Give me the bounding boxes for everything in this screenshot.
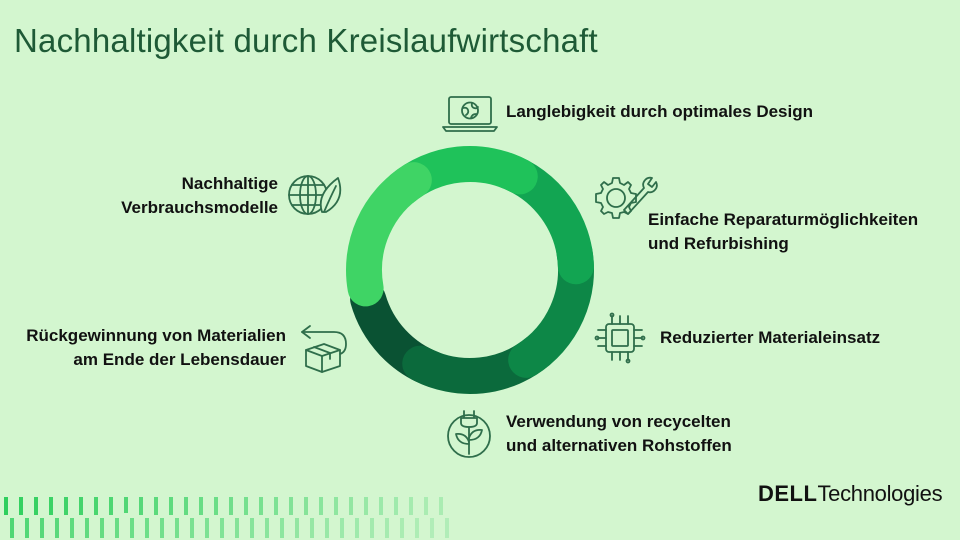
stripe: [124, 497, 128, 513]
label-repair: Einfache Reparaturmöglichkeiten und Refu…: [648, 210, 919, 253]
stripe: [370, 518, 374, 538]
circular-economy-ring: [346, 146, 594, 394]
stripe: [169, 497, 173, 515]
stripe: [214, 497, 218, 515]
stripe: [259, 497, 263, 515]
stripe: [250, 518, 254, 538]
stripe: [40, 518, 44, 538]
stripe: [154, 497, 158, 515]
stripe: [19, 497, 23, 515]
label-recycled: Verwendung von recycelten und alternativ…: [506, 412, 732, 455]
stripe: [325, 518, 329, 538]
stripe: [64, 497, 68, 515]
label-recovery: Rückgewinnung von Materialien am Ende de…: [26, 326, 286, 369]
stripe: [55, 518, 59, 538]
stripe: [439, 497, 443, 515]
stripe: [160, 518, 164, 538]
logo-suffix: Technologies: [817, 481, 943, 506]
stripe: [415, 518, 419, 538]
stripe: [364, 497, 368, 515]
stripe: [145, 518, 149, 538]
stripe: [334, 497, 338, 515]
label-consumption: Nachhaltige Verbrauchsmodelle: [121, 174, 278, 217]
stripe: [85, 518, 89, 538]
stripe: [175, 518, 179, 538]
stripe: [34, 497, 38, 515]
stripe: [220, 518, 224, 538]
stripe: [280, 518, 284, 538]
stripe: [424, 497, 428, 515]
stripe: [49, 497, 53, 515]
laptop-globe-icon: [441, 94, 499, 134]
chip-icon: [594, 312, 646, 364]
stripe: [205, 518, 209, 538]
stripe: [139, 497, 143, 515]
stripe: [409, 497, 413, 515]
stripe: [385, 518, 389, 538]
stripe: [304, 497, 308, 515]
stripe: [235, 518, 239, 538]
box-return-icon: [296, 316, 350, 374]
dell-technologies-logo: DELLTechnologies: [758, 481, 943, 507]
stripe: [229, 497, 233, 515]
stripe: [289, 497, 293, 515]
stripe: [25, 518, 29, 538]
stripe: [70, 518, 74, 538]
decorative-stripes: [4, 497, 449, 538]
stripe: [355, 518, 359, 538]
label-design: Langlebigkeit durch optimales Design: [506, 102, 813, 121]
stripe: [394, 497, 398, 515]
label-material: Reduzierter Materialeinsatz: [660, 328, 881, 347]
stripe: [184, 497, 188, 515]
stripe: [94, 497, 98, 515]
gear-wrench-icon: [594, 172, 658, 224]
stripe: [430, 518, 434, 538]
stripe: [349, 497, 353, 515]
stripe: [400, 518, 404, 538]
ring-segment-1: [346, 162, 432, 307]
stripe: [115, 518, 119, 538]
stripe: [310, 518, 314, 538]
logo-brand: DELL: [758, 481, 818, 506]
sprout-plug-icon: [444, 408, 494, 460]
page-title: Nachhaltigkeit durch Kreislaufwirtschaft: [14, 22, 598, 59]
stripe: [79, 497, 83, 515]
stripe: [130, 518, 134, 538]
stripe: [340, 518, 344, 538]
stripe: [265, 518, 269, 538]
stripe: [199, 497, 203, 515]
globe-leaf-icon: [286, 172, 346, 218]
stripe: [10, 518, 14, 538]
stripe: [295, 518, 299, 538]
stripe: [4, 497, 8, 515]
stripe: [190, 518, 194, 538]
stripe: [274, 497, 278, 515]
stripe: [445, 518, 449, 538]
stripe: [244, 497, 248, 515]
stripe: [109, 497, 113, 515]
stripe: [379, 497, 383, 515]
stripe: [319, 497, 323, 515]
stripe: [100, 518, 104, 538]
